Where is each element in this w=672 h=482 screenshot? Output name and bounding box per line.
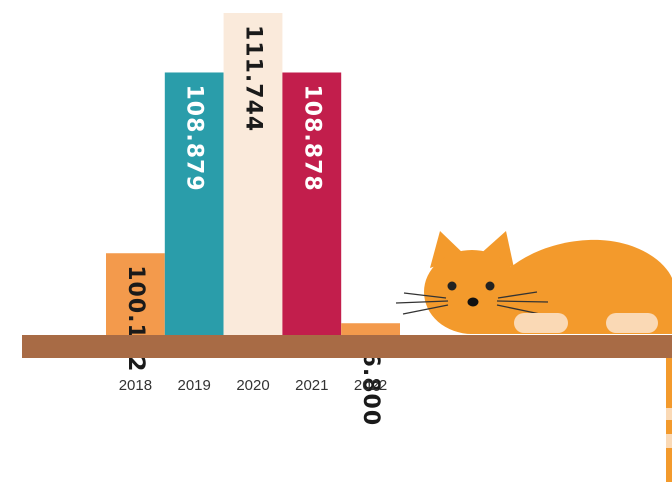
- cat-whiskers: [395, 291, 549, 315]
- cat-paw-front: [514, 313, 568, 333]
- cat-eye-left: [447, 281, 457, 291]
- value-label-2020: 111.744: [241, 25, 266, 132]
- cat-icon: [395, 231, 672, 482]
- bar-2019: [164, 72, 224, 335]
- bar-2020: [223, 13, 283, 335]
- bars-group: [106, 13, 400, 335]
- cat-paw-back: [606, 313, 658, 333]
- bar-2021: [282, 72, 342, 335]
- bar-2018: [106, 253, 165, 335]
- x-tick-label-2019: 2019: [178, 377, 211, 394]
- x-tick-label-2021: 2021: [295, 377, 328, 394]
- cat-eye-right: [485, 281, 495, 291]
- value-label-2019: 108.879: [182, 84, 207, 191]
- shelf: [22, 335, 672, 358]
- bar-2022: [341, 323, 400, 335]
- year-labels-group: 2018 2019 2020 2021 2022: [119, 377, 388, 394]
- x-tick-label-2020: 2020: [236, 377, 269, 394]
- x-tick-label-2018: 2018: [119, 377, 152, 394]
- x-tick-label-2022: 2022: [354, 377, 387, 394]
- value-label-2021: 108.878: [299, 84, 324, 191]
